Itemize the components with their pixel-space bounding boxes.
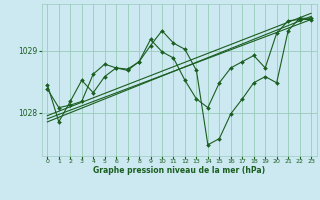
- X-axis label: Graphe pression niveau de la mer (hPa): Graphe pression niveau de la mer (hPa): [93, 166, 265, 175]
